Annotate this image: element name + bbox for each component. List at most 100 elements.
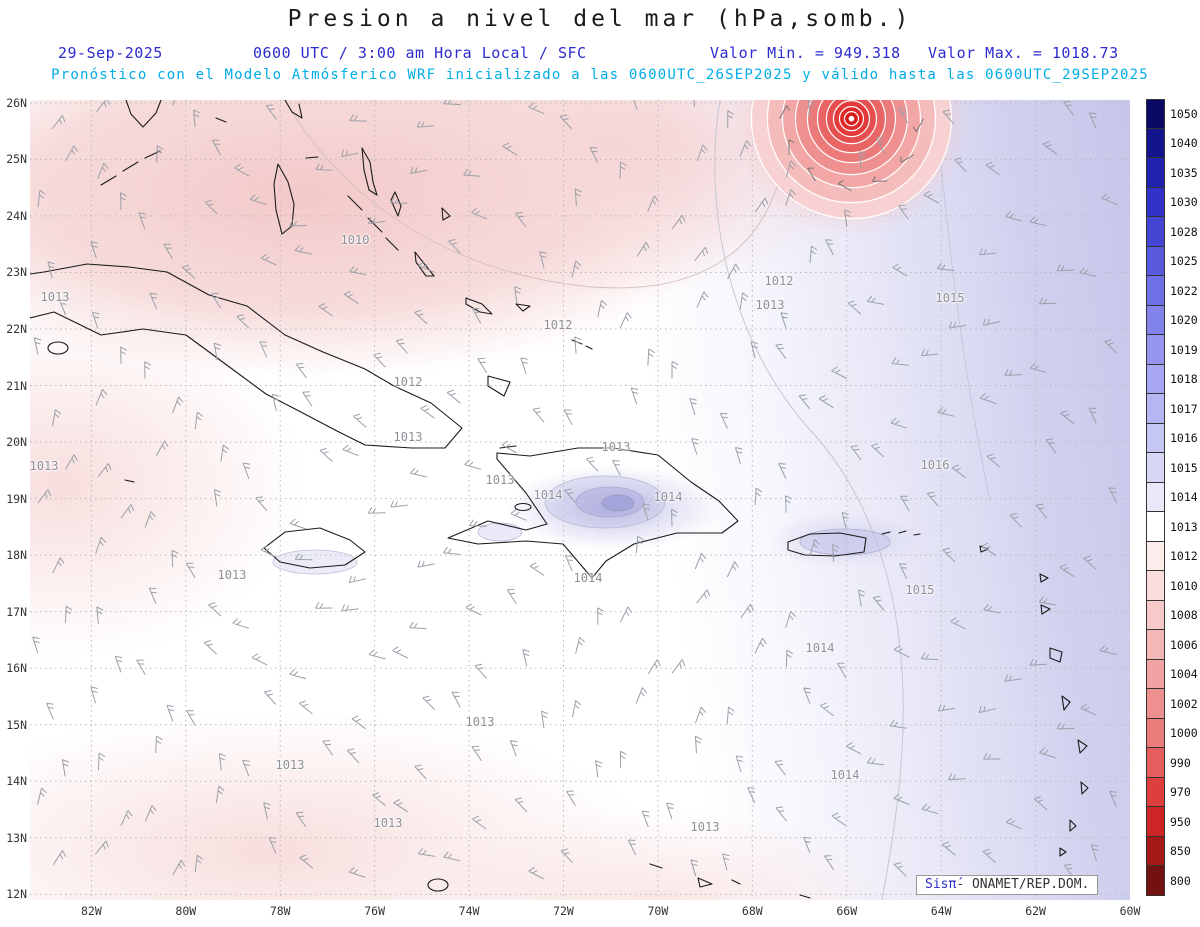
colorbar-label: 970 bbox=[1170, 785, 1191, 800]
forecast-date: 29-Sep-2025 bbox=[58, 44, 163, 62]
colorbar-cell bbox=[1146, 335, 1165, 365]
lat-axis-label: 20N bbox=[6, 435, 27, 450]
lat-axis-label: 13N bbox=[6, 830, 27, 845]
colorbar-label: 1017 bbox=[1170, 401, 1198, 416]
pressure-colorbar: 1050 1040 1035 1030 1028 1025 1022 1020 1019 1018… bbox=[1146, 99, 1200, 896]
colorbar-row: 1002 bbox=[1146, 689, 1200, 719]
colorbar-label: 1030 bbox=[1170, 195, 1198, 210]
colorbar-row: 1010 bbox=[1146, 571, 1200, 601]
lat-axis-label: 26N bbox=[6, 95, 27, 110]
colorbar-cell bbox=[1146, 748, 1165, 778]
colorbar-row: 1000 bbox=[1146, 718, 1200, 748]
lon-axis-label: 70W bbox=[647, 904, 669, 918]
colorbar-cell bbox=[1146, 482, 1165, 512]
lon-axis-label: 60W bbox=[1119, 904, 1141, 918]
colorbar-label: 1016 bbox=[1170, 431, 1198, 446]
colorbar-label: 1022 bbox=[1170, 283, 1198, 298]
lat-axis-label: 16N bbox=[6, 661, 27, 676]
colorbar-label: 1008 bbox=[1170, 608, 1198, 623]
colorbar-row: 1016 bbox=[1146, 423, 1200, 453]
lon-axis-label: 80W bbox=[175, 904, 197, 918]
colorbar-label: 1028 bbox=[1170, 224, 1198, 239]
colorbar-row: 1035 bbox=[1146, 158, 1200, 188]
colorbar-row: 1020 bbox=[1146, 305, 1200, 335]
colorbar-row: 1015 bbox=[1146, 453, 1200, 483]
value-max-label: Valor Max. = 1018.73 bbox=[928, 44, 1119, 62]
pressure-shading bbox=[30, 100, 1130, 900]
colorbar-row: 1030 bbox=[1146, 187, 1200, 217]
low-pressure-system bbox=[750, 100, 953, 220]
colorbar-cell bbox=[1146, 571, 1165, 601]
lat-axis-label: 18N bbox=[6, 548, 27, 563]
colorbar-row: 1008 bbox=[1146, 600, 1200, 630]
wind-barbs bbox=[32, 100, 1118, 880]
colorbar-cell bbox=[1146, 187, 1165, 217]
colorbar-cell bbox=[1146, 246, 1165, 276]
lat-axis-label: 23N bbox=[6, 265, 27, 280]
colorbar-cell bbox=[1146, 807, 1165, 837]
colorbar-cell bbox=[1146, 217, 1165, 247]
pressure-map-canvas: 1013 1010 1012 1012 1012 1013 1015 1013 1013 1013… bbox=[30, 100, 1130, 900]
lon-axis-label: 62W bbox=[1025, 904, 1046, 918]
colorbar-cell bbox=[1146, 866, 1165, 896]
colorbar-label: 1006 bbox=[1170, 637, 1198, 652]
colorbar-row: 1019 bbox=[1146, 335, 1200, 365]
colorbar-label: 1019 bbox=[1170, 342, 1198, 357]
lat-axis-label: 21N bbox=[6, 378, 27, 393]
colorbar-label: 1035 bbox=[1170, 165, 1198, 180]
colorbar-cell bbox=[1146, 630, 1165, 660]
colorbar-label: 1014 bbox=[1170, 490, 1198, 505]
colorbar-label: 1002 bbox=[1170, 696, 1198, 711]
model-info-line: Pronóstico con el Modelo Atmósferico WRF… bbox=[51, 67, 1149, 83]
colorbar-cell bbox=[1146, 689, 1165, 719]
lat-axis-label: 19N bbox=[6, 491, 27, 506]
colorbar-row: 1025 bbox=[1146, 246, 1200, 276]
credit-box: Sisπ́- ONAMET/REP.DOM. bbox=[916, 875, 1099, 895]
colorbar-row: 800 bbox=[1146, 866, 1200, 896]
colorbar-label: 850 bbox=[1170, 844, 1191, 859]
colorbar-cell bbox=[1146, 836, 1165, 866]
colorbar-label: 1004 bbox=[1170, 667, 1198, 682]
lat-axis-label: 24N bbox=[6, 208, 27, 223]
lon-axis-label: 74W bbox=[458, 904, 480, 918]
lon-axis-label: 72W bbox=[553, 904, 574, 918]
colorbar-cell bbox=[1146, 394, 1165, 424]
page-title: Presion a nivel del mar (hPa,somb.) bbox=[287, 6, 913, 32]
lat-axis-label: 14N bbox=[6, 774, 27, 789]
colorbar-cell bbox=[1146, 453, 1165, 483]
colorbar-cell bbox=[1146, 541, 1165, 571]
colorbar-label: 1012 bbox=[1170, 549, 1198, 564]
colorbar-row: 1017 bbox=[1146, 394, 1200, 424]
colorbar-row: 990 bbox=[1146, 748, 1200, 778]
lat-axis-label: 15N bbox=[6, 717, 27, 732]
lon-axis-label: 82W bbox=[80, 904, 102, 918]
lon-axis-label: 78W bbox=[269, 904, 291, 918]
colorbar-cell bbox=[1146, 305, 1165, 335]
colorbar-label: 1050 bbox=[1170, 106, 1198, 121]
colorbar-row: 1050 bbox=[1146, 99, 1200, 129]
lon-axis-label: 76W bbox=[364, 904, 386, 918]
colorbar-row: 1004 bbox=[1146, 659, 1200, 689]
colorbar-cell bbox=[1146, 600, 1165, 630]
credit-brand: Sisπ́ bbox=[925, 877, 957, 892]
colorbar-row: 1040 bbox=[1146, 128, 1200, 158]
colorbar-label: 1018 bbox=[1170, 372, 1198, 387]
credit-org: - ONAMET/REP.DOM. bbox=[956, 877, 1090, 892]
colorbar-label: 1015 bbox=[1170, 460, 1198, 475]
colorbar-label: 1010 bbox=[1170, 578, 1198, 593]
lon-axis-label: 68W bbox=[741, 904, 763, 918]
colorbar-row: 950 bbox=[1146, 807, 1200, 837]
lat-axis-label: 12N bbox=[6, 887, 27, 902]
colorbar-row: 1028 bbox=[1146, 217, 1200, 247]
colorbar-cell bbox=[1146, 659, 1165, 689]
value-min-label: Valor Min. = 949.318 bbox=[710, 44, 901, 62]
lat-axis-label: 25N bbox=[6, 152, 27, 167]
local-pressure-blobs bbox=[272, 475, 891, 575]
coastlines bbox=[30, 100, 1089, 899]
colorbar-label: 1040 bbox=[1170, 136, 1198, 151]
colorbar-row: 850 bbox=[1146, 836, 1200, 866]
colorbar-label: 1020 bbox=[1170, 313, 1198, 328]
lat-axis-label: 22N bbox=[6, 321, 27, 336]
colorbar-cell bbox=[1146, 99, 1165, 129]
